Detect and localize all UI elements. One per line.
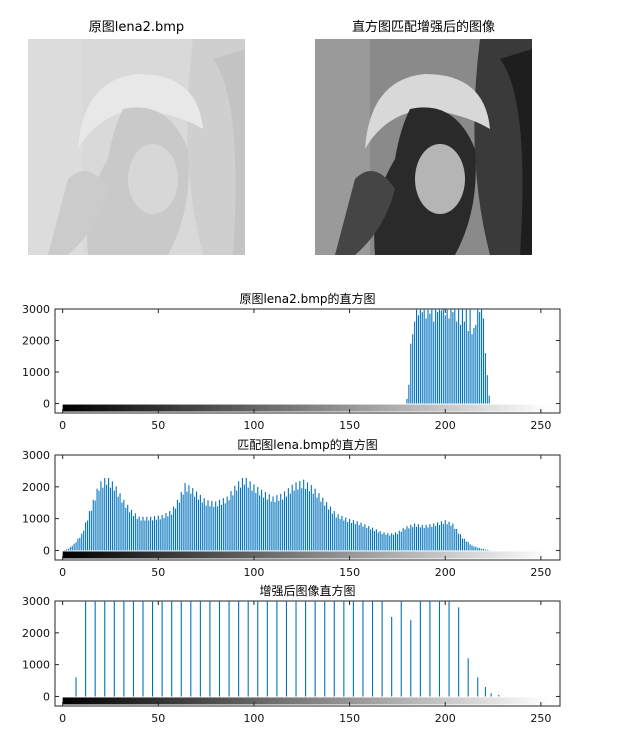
x-tick-label: 150 bbox=[339, 566, 360, 579]
plot-frame bbox=[54, 600, 561, 707]
grayscale-colorbar bbox=[62, 551, 551, 559]
plot-frame bbox=[54, 308, 561, 414]
x-tick-label: 50 bbox=[151, 712, 165, 725]
x-tick-label: 0 bbox=[59, 712, 66, 725]
y-tick-label: 1000 bbox=[22, 366, 50, 379]
x-tick-label: 0 bbox=[59, 566, 66, 579]
y-tick-label: 3000 bbox=[22, 595, 50, 608]
x-tick-label: 250 bbox=[530, 712, 551, 725]
grayscale-colorbar bbox=[62, 697, 551, 705]
y-tick-label: 2000 bbox=[22, 335, 50, 348]
histogram-title: 增强后图像直方图 bbox=[259, 583, 355, 598]
x-tick-label: 200 bbox=[435, 712, 456, 725]
x-tick-label: 200 bbox=[435, 566, 456, 579]
x-tick-label: 50 bbox=[151, 419, 165, 432]
y-tick-label: 1000 bbox=[22, 513, 50, 526]
x-tick-label: 100 bbox=[243, 419, 264, 432]
histogram-title: 原图lena2.bmp的直方图 bbox=[239, 291, 375, 306]
x-tick-label: 150 bbox=[339, 419, 360, 432]
histogram-panel-2: 0 50 100 150 200 250 0 1000 2000 3000 匹配图lena.bmp的… bbox=[22, 437, 561, 579]
x-tick-label: 250 bbox=[530, 566, 551, 579]
enhanced-image bbox=[315, 39, 532, 255]
grayscale-colorbar bbox=[62, 404, 551, 412]
x-tick-label: 150 bbox=[339, 712, 360, 725]
enhanced-image-title: 直方图匹配增强后的图像 bbox=[351, 20, 495, 35]
original-image bbox=[28, 39, 245, 255]
histogram-panel-3: 0 50 100 150 200 250 0 1000 2000 3000 增强后图像直方图 bbox=[22, 583, 561, 725]
x-tick-label: 100 bbox=[243, 566, 264, 579]
x-tick-label: 50 bbox=[151, 566, 165, 579]
y-tick-label: 0 bbox=[43, 690, 50, 703]
y-tick-label: 3000 bbox=[22, 303, 50, 316]
y-tick-label: 1000 bbox=[22, 659, 50, 672]
x-tick-label: 0 bbox=[59, 419, 66, 432]
y-tick-label: 2000 bbox=[22, 627, 50, 640]
y-tick-label: 2000 bbox=[22, 481, 50, 494]
x-tick-label: 200 bbox=[435, 419, 456, 432]
x-tick-label: 100 bbox=[243, 712, 264, 725]
y-tick-label: 3000 bbox=[22, 449, 50, 462]
x-tick-label: 250 bbox=[530, 419, 551, 432]
histogram-title: 匹配图lena.bmp的直方图 bbox=[237, 437, 377, 452]
histogram-panel-1: 0 50 100 150 200 250 0 1000 2000 3000 原图lena2.bmp的… bbox=[22, 291, 561, 432]
y-tick-label: 0 bbox=[43, 398, 50, 411]
y-tick-label: 0 bbox=[43, 544, 50, 557]
original-image-title: 原图lena2.bmp bbox=[88, 20, 185, 35]
